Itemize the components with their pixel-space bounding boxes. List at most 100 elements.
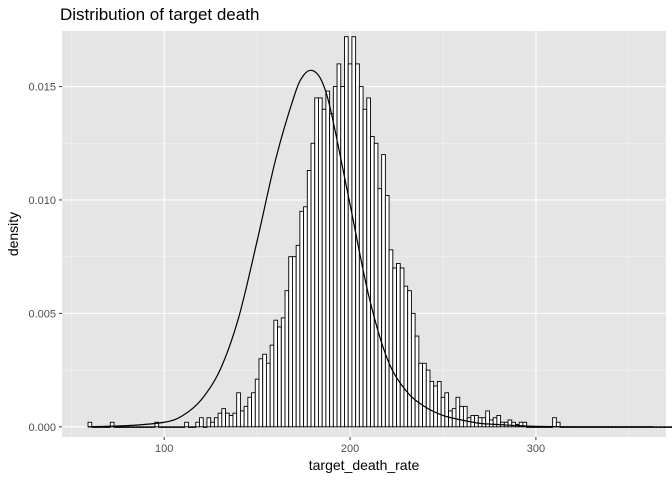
histogram-bar [243, 405, 249, 428]
histogram-bar [366, 97, 371, 428]
histogram-bar [291, 256, 297, 428]
histogram-bar [388, 249, 394, 428]
histogram-bar [165, 426, 171, 428]
histogram-bar [280, 317, 286, 428]
histogram-bar [667, 426, 672, 428]
density-curve [88, 69, 653, 428]
x-tick-label: 100 [155, 443, 173, 455]
histogram-bar [344, 36, 349, 428]
histogram-bar [139, 426, 145, 428]
histogram-bar [370, 136, 375, 428]
histogram-bar [87, 421, 93, 428]
histogram-bar [407, 290, 412, 428]
histogram-bar [381, 154, 386, 428]
histogram-bar [202, 426, 208, 428]
histogram-bar [429, 380, 435, 428]
histogram-bar [318, 97, 323, 428]
histogram-bar [392, 267, 397, 428]
histogram-bar [135, 426, 141, 428]
histogram-bar [444, 392, 450, 428]
histogram-bar [399, 267, 405, 428]
histogram-bar [187, 426, 193, 428]
histogram-bar [232, 412, 238, 428]
y-axis-title: density [5, 212, 21, 256]
histogram-bar [217, 412, 223, 428]
histogram-bar [440, 396, 446, 428]
y-tick-label: 0.015 [28, 82, 56, 94]
histogram-bar [176, 426, 182, 428]
histogram-bar [410, 312, 416, 428]
y-axis: 0.000 0.005 0.010 0.015 [28, 82, 62, 434]
histogram-bar [325, 90, 331, 428]
histogram-bar [128, 426, 134, 428]
histogram-bar [462, 405, 468, 428]
histogram-bar [663, 426, 669, 428]
histogram-bar [225, 412, 230, 428]
histogram-bar [418, 362, 423, 428]
histogram-bar [448, 410, 453, 428]
histogram-bar [522, 421, 528, 428]
histogram-bar [477, 417, 483, 428]
histogram-bar [384, 194, 390, 428]
histogram-bar [481, 417, 487, 428]
histogram-bar [455, 396, 461, 428]
histogram-bar [377, 188, 383, 428]
histogram-bar [659, 426, 665, 428]
histogram-bar [474, 415, 479, 428]
histogram-bar [459, 405, 464, 428]
histogram-bar [154, 421, 160, 428]
histogram-bar [206, 417, 212, 428]
histogram-bar [526, 426, 531, 428]
histogram-bar [321, 108, 327, 428]
histogram-bar [124, 426, 130, 428]
histogram-bar [303, 206, 308, 428]
histogram-bar [329, 113, 334, 428]
histogram-bar [221, 408, 226, 428]
histogram-bar [284, 290, 290, 428]
histogram-bar [373, 142, 379, 428]
histogram-bar [210, 421, 215, 428]
histogram-bar [470, 415, 476, 428]
histogram-bar [180, 426, 186, 428]
histogram-bar [355, 63, 360, 428]
histogram-bar [336, 63, 342, 428]
histogram-bar [258, 358, 264, 428]
histogram-bar [113, 426, 119, 428]
histogram-bar [414, 335, 420, 428]
histogram-bar [247, 396, 253, 428]
histogram-bar [433, 385, 438, 428]
histogram-bar [425, 369, 431, 428]
histogram-bar [652, 426, 658, 428]
histogram-bar [239, 410, 245, 428]
histogram-bar [251, 392, 256, 428]
x-tick-label: 300 [527, 443, 545, 455]
histogram-bar [228, 415, 234, 428]
histogram-bar [277, 326, 282, 428]
histogram-bar [552, 417, 557, 428]
histogram-bar [191, 426, 197, 428]
histogram-bar [161, 426, 167, 428]
y-tick-label: 0.005 [28, 308, 56, 320]
histogram-bar [199, 417, 204, 428]
histogram-bar [295, 244, 301, 428]
histogram-bar [340, 86, 345, 428]
histogram-bar [158, 426, 163, 428]
histogram-bar [314, 97, 319, 428]
histogram-bar [254, 378, 260, 428]
histogram-bar [195, 421, 200, 428]
histogram-bar [184, 421, 189, 428]
histogram-bar [485, 410, 490, 428]
histogram-bar [132, 426, 137, 428]
histogram-bar [121, 426, 126, 428]
histogram-bar [492, 417, 498, 428]
histogram-bar [488, 419, 494, 428]
histogram-bar [422, 362, 427, 428]
x-axis: 100 200 300 [155, 437, 545, 455]
histogram-bar [262, 353, 267, 428]
y-tick-label: 0.010 [28, 195, 56, 207]
histogram-bar [147, 426, 152, 428]
histogram-bar [306, 170, 312, 428]
x-axis-title: target_death_rate [309, 457, 420, 473]
histogram-bar [143, 426, 148, 428]
